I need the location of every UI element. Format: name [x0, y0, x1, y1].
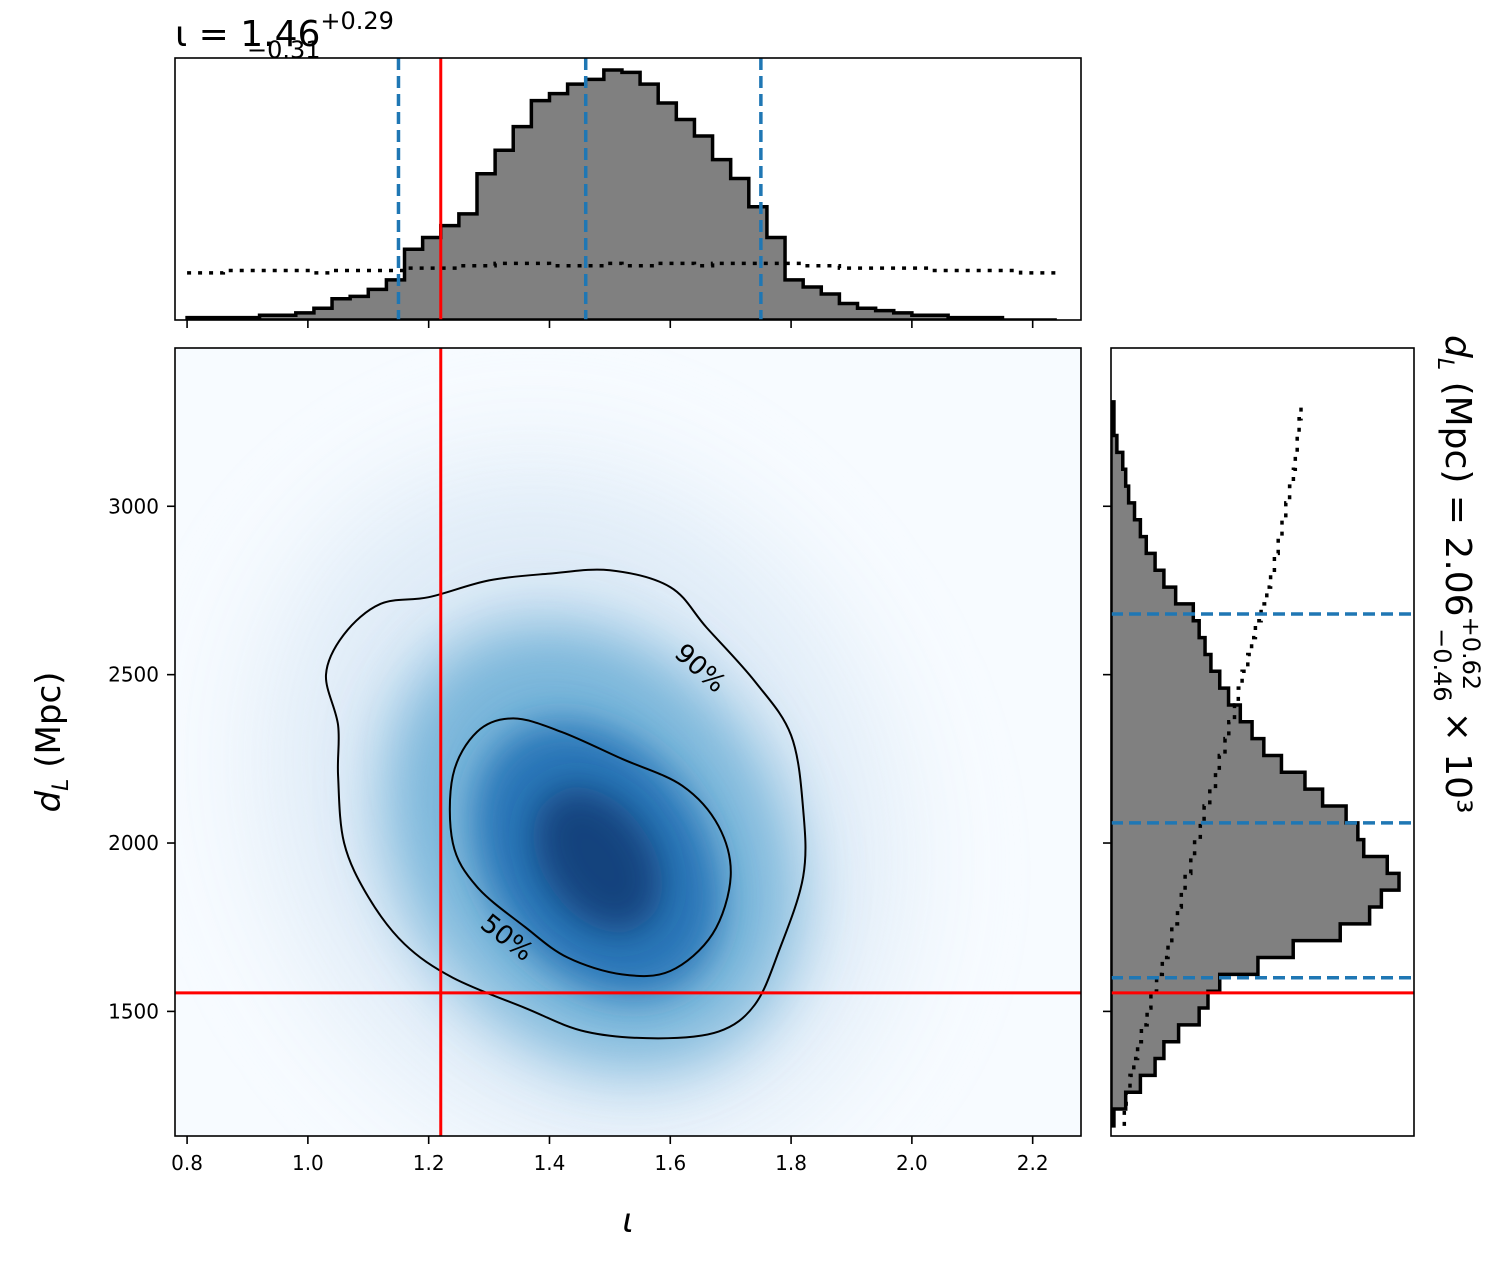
- dl-median-value: 2.06: [1437, 536, 1478, 616]
- dl-plus-error: +0.62: [1457, 617, 1485, 691]
- dl-scale: × 10³: [1437, 712, 1478, 814]
- y-tick-label: 3000: [108, 494, 159, 518]
- iota-minus-error: −0.31: [247, 36, 321, 64]
- top-histogram-title: ι = 1.46+0.29: [175, 7, 394, 55]
- y-axis-label: dL (Mpc): [29, 672, 74, 813]
- y-axis-label-unit: (Mpc): [29, 672, 69, 779]
- dl-symbol: d: [1437, 335, 1478, 359]
- iota-symbol: ι: [175, 14, 187, 55]
- iota-posterior-histogram: [185, 68, 1057, 320]
- x-tick-label: 2.0: [896, 1151, 928, 1175]
- y-tick-label: 2500: [108, 663, 159, 687]
- dl-unit: (Mpc) =: [1437, 370, 1478, 536]
- right-histogram-content: [1111, 400, 1414, 1128]
- x-tick-label: 0.8: [171, 1151, 203, 1175]
- dl-minus-error: −0.46: [1428, 628, 1456, 702]
- top-histogram-frame: [174, 57, 1082, 321]
- top-histogram-ticks: [186, 320, 1034, 328]
- iota-prior-histogram: [187, 261, 1057, 275]
- y-axis-label-symbol: d: [29, 790, 69, 812]
- top-histogram-content: [185, 58, 1057, 320]
- y-tick-label: 2000: [108, 831, 159, 855]
- x-tick-label: 1.0: [292, 1151, 324, 1175]
- x-tick-label: 1.8: [775, 1151, 807, 1175]
- joint-density-panel: 50%90% 0.8 1.0 1.2 1.4 1.6 1.8 2.0 2.2 1500 2000 2…: [29, 347, 1082, 1241]
- density-peak: [533, 787, 663, 933]
- joint-ticks: 0.8 1.0 1.2 1.4 1.6 1.8 2.0 2.2 1500 2000 2500 3000: [108, 494, 1048, 1175]
- iota-plus-error: +0.29: [320, 7, 394, 35]
- dl-subscript: L: [1432, 358, 1457, 370]
- dl-prior-histogram: [1122, 401, 1303, 1126]
- x-tick-label: 1.2: [413, 1151, 445, 1175]
- contour-50: [448, 717, 732, 978]
- x-tick-label: 1.4: [534, 1151, 566, 1175]
- right-histogram-ticks: [1103, 505, 1111, 1013]
- contour-90: [324, 568, 807, 1040]
- top-histogram-panel: ι = 1.46+0.29 −0.31: [174, 7, 1082, 328]
- iota-median-value: 1.46: [240, 14, 320, 55]
- x-axis-label: ι: [622, 1201, 634, 1241]
- joint-frame: [174, 347, 1082, 1137]
- dl-posterior-histogram: [1111, 400, 1401, 1128]
- injection-lines: [175, 348, 1081, 1136]
- y-tick-label: 1500: [108, 999, 159, 1023]
- y-axis-label-subscript: L: [49, 779, 74, 791]
- right-histogram-panel: dL (Mpc) = 2.06+0.62−0.46 × 10³: [1103, 335, 1485, 1137]
- right-histogram-frame: [1110, 347, 1415, 1137]
- density-heatmap: [263, 463, 896, 1136]
- joint-density-content: 50%90%: [175, 348, 1081, 1136]
- right-histogram-title: dL (Mpc) = 2.06+0.62−0.46 × 10³: [1428, 335, 1485, 814]
- x-tick-label: 2.2: [1017, 1151, 1049, 1175]
- x-tick-label: 1.6: [654, 1151, 686, 1175]
- title-equals: =: [187, 14, 240, 55]
